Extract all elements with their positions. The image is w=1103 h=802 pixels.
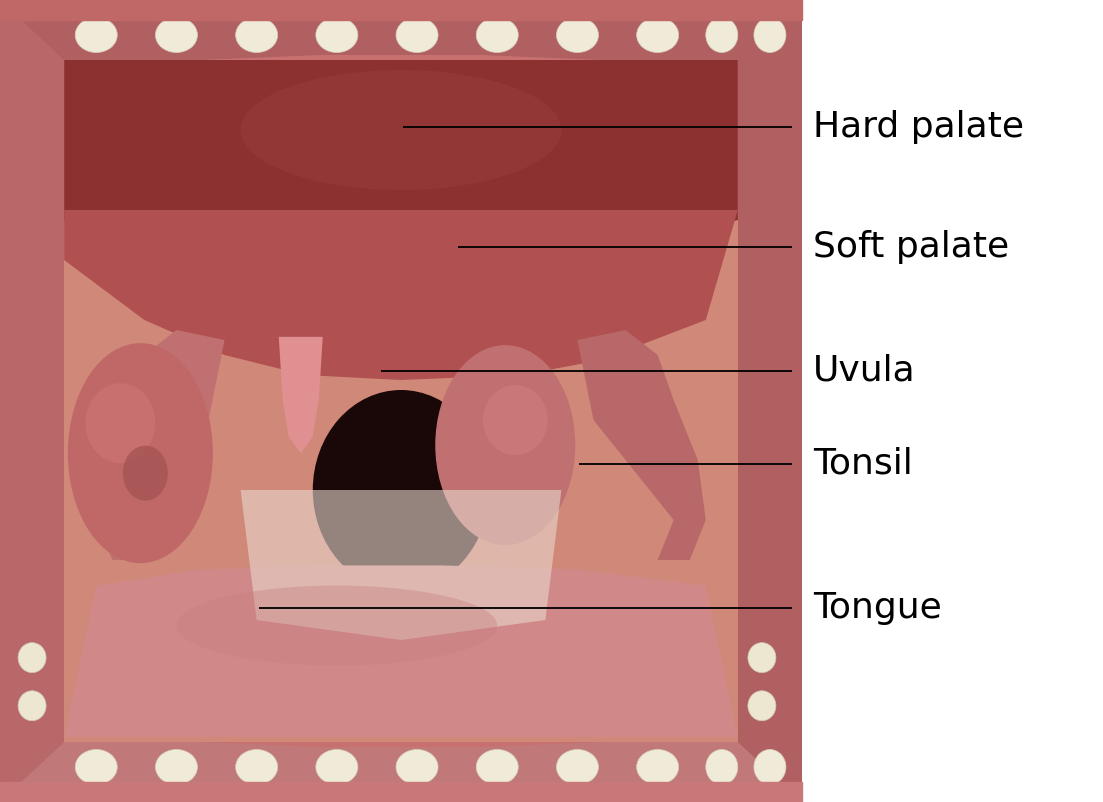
Ellipse shape <box>236 18 278 52</box>
Ellipse shape <box>313 390 490 590</box>
Ellipse shape <box>156 18 197 52</box>
Ellipse shape <box>75 18 117 52</box>
Text: Hard palate: Hard palate <box>813 110 1025 144</box>
Ellipse shape <box>122 446 168 500</box>
Ellipse shape <box>436 345 576 545</box>
Ellipse shape <box>236 750 278 784</box>
Polygon shape <box>0 0 64 802</box>
Ellipse shape <box>315 18 357 52</box>
Polygon shape <box>64 210 738 380</box>
Ellipse shape <box>18 642 46 673</box>
Polygon shape <box>64 60 738 265</box>
Ellipse shape <box>68 343 213 563</box>
Ellipse shape <box>754 750 786 784</box>
Polygon shape <box>578 330 706 560</box>
Ellipse shape <box>748 642 775 673</box>
Ellipse shape <box>706 750 738 784</box>
Ellipse shape <box>18 691 46 721</box>
Bar <box>0 0 802 20</box>
Text: Soft palate: Soft palate <box>813 230 1009 264</box>
Ellipse shape <box>156 750 197 784</box>
Polygon shape <box>96 330 225 560</box>
Ellipse shape <box>754 18 786 52</box>
Ellipse shape <box>476 18 518 52</box>
FancyBboxPatch shape <box>0 0 802 802</box>
Ellipse shape <box>396 750 438 784</box>
Polygon shape <box>279 337 323 453</box>
Polygon shape <box>240 490 561 640</box>
Polygon shape <box>738 0 802 802</box>
Polygon shape <box>0 0 802 80</box>
Text: Tonsil: Tonsil <box>813 447 913 480</box>
Ellipse shape <box>748 691 775 721</box>
Polygon shape <box>64 565 738 737</box>
Polygon shape <box>0 722 802 802</box>
Text: Uvula: Uvula <box>813 354 915 387</box>
Text: Tongue: Tongue <box>813 591 942 625</box>
Bar <box>0 782 802 802</box>
Ellipse shape <box>556 18 599 52</box>
Ellipse shape <box>636 18 678 52</box>
Ellipse shape <box>85 383 156 463</box>
Ellipse shape <box>315 750 357 784</box>
Ellipse shape <box>240 70 561 190</box>
Ellipse shape <box>706 18 738 52</box>
Ellipse shape <box>483 385 548 455</box>
Ellipse shape <box>75 750 117 784</box>
Ellipse shape <box>636 750 678 784</box>
Ellipse shape <box>556 750 599 784</box>
Ellipse shape <box>176 585 497 666</box>
Polygon shape <box>64 60 738 742</box>
Ellipse shape <box>476 750 518 784</box>
Ellipse shape <box>396 18 438 52</box>
